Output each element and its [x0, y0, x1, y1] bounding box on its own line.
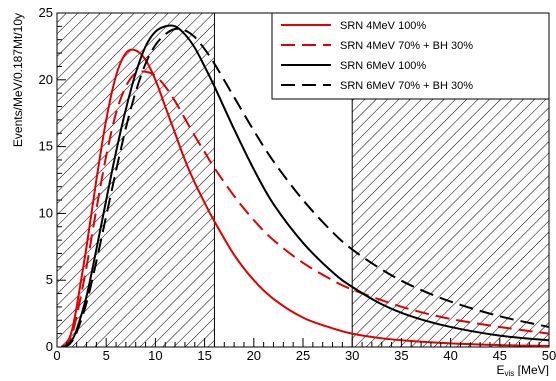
legend-label-1: SRN 4MeV 100% — [340, 20, 426, 32]
x-tick-label: 10 — [148, 348, 162, 363]
series-line-3 — [61, 24, 549, 347]
x-axis-label-main: E — [497, 363, 505, 376]
series-line-1 — [61, 48, 549, 347]
x-axis-label-sub: vis — [505, 369, 515, 376]
x-tick-label: 25 — [296, 348, 310, 363]
legend-box — [271, 12, 550, 100]
y-tick-label: 20 — [39, 72, 53, 87]
y-axis-label: Events/MeV/0.187Mt/10y — [11, 13, 25, 147]
legend-label-3: SRN 6MeV 100% — [340, 60, 426, 72]
x-tick-label: 35 — [394, 348, 408, 363]
x-tick-label: 30 — [345, 348, 359, 363]
y-tick-label: 10 — [39, 205, 53, 220]
axis-ticks — [56, 12, 550, 348]
x-axis-label-unit: [MeV] — [514, 363, 549, 376]
axis-tick-labels: 0 5 10 15 20 25 30 35 40 45 50 0 5 10 15 20 25 — [39, 5, 556, 363]
x-tick-label: 5 — [103, 348, 110, 363]
x-tick-label: 15 — [197, 348, 211, 363]
x-tick-label: 50 — [542, 348, 556, 363]
x-tick-label: 40 — [443, 348, 457, 363]
legend: SRN 4MeV 100% SRN 4MeV 70% + BH 30% SRN 6M… — [271, 12, 550, 100]
y-tick-label: 25 — [39, 5, 53, 20]
x-tick-label: 0 — [53, 348, 60, 363]
legend-label-4: SRN 6MeV 70% + BH 30% — [340, 80, 473, 92]
legend-label-2: SRN 4MeV 70% + BH 30% — [340, 40, 473, 52]
x-tick-label: 20 — [247, 348, 261, 363]
y-tick-label: 5 — [46, 272, 53, 287]
x-axis-label: Evis [MeV] — [497, 363, 549, 376]
shaded-region-1 — [56, 12, 215, 348]
y-tick-label: 0 — [46, 339, 53, 354]
y-tick-label: 15 — [39, 139, 53, 154]
x-tick-label: 45 — [493, 348, 507, 363]
series-lines — [61, 24, 549, 347]
